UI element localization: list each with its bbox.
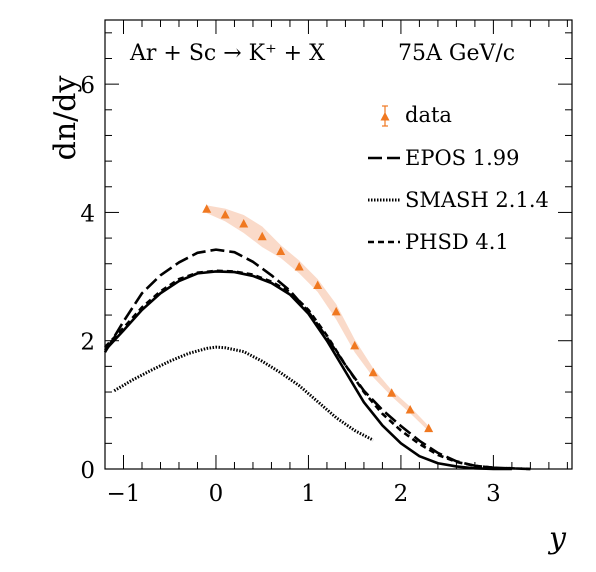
data-band-layer bbox=[206, 205, 429, 432]
legend-label-epos: EPOS 1.99 bbox=[405, 146, 520, 170]
data-point bbox=[220, 209, 230, 219]
plot-frame bbox=[104, 19, 573, 470]
curves-layer bbox=[103, 248, 531, 471]
data-point bbox=[294, 261, 304, 271]
y-axis-label: dn/dy bbox=[48, 76, 83, 161]
data-point bbox=[239, 218, 249, 228]
solid-curve bbox=[104, 270, 512, 471]
x-tick-label: 2 bbox=[394, 481, 409, 507]
legend: data EPOS 1.99 SMASH 2.1.4 PHSD 4.1 bbox=[368, 103, 549, 254]
phsd-curve bbox=[104, 269, 531, 471]
data-point bbox=[368, 367, 378, 377]
y-tick-label: 6 bbox=[80, 73, 95, 99]
data-point bbox=[202, 204, 212, 213]
data-point bbox=[313, 280, 323, 290]
x-tick-label: −1 bbox=[107, 481, 141, 507]
legend-marker-data bbox=[380, 112, 390, 121]
legend-label-smash: SMASH 2.1.4 bbox=[405, 188, 549, 212]
data-point bbox=[387, 388, 397, 397]
header-reaction: Ar + Sc → K⁺ + X bbox=[129, 41, 325, 66]
data-points-layer bbox=[202, 204, 434, 433]
data-systematic-band bbox=[206, 205, 429, 432]
legend-label-data: data bbox=[405, 103, 452, 127]
axes-layer: −1 0 1 2 3 0 2 4 6 bbox=[80, 20, 572, 507]
x-axis-label: y bbox=[547, 521, 567, 556]
data-point bbox=[276, 246, 286, 256]
y-tick-label: 4 bbox=[80, 201, 95, 227]
smash-curve bbox=[113, 345, 374, 442]
y-tick-label: 2 bbox=[80, 330, 95, 356]
data-point bbox=[350, 340, 360, 350]
legend-label-phsd: PHSD 4.1 bbox=[405, 230, 509, 254]
x-tick-label: 1 bbox=[301, 481, 316, 507]
data-point bbox=[405, 404, 415, 414]
data-point bbox=[424, 423, 434, 433]
header-energy: 75A GeV/c bbox=[398, 41, 515, 66]
data-point bbox=[257, 231, 267, 241]
x-tick-label: 0 bbox=[209, 481, 224, 507]
y-tick-label: 0 bbox=[80, 458, 95, 484]
data-point bbox=[331, 306, 341, 316]
x-tick-label: 3 bbox=[486, 481, 501, 507]
